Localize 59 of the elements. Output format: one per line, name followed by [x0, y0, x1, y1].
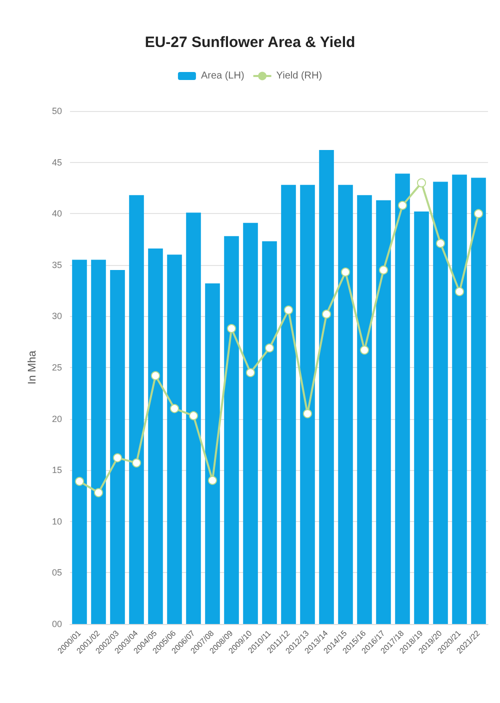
- point: [474, 209, 483, 218]
- chart-title: EU-27 Sunflower Area & Yield: [144, 34, 356, 51]
- bar: [224, 236, 239, 624]
- point: [360, 346, 369, 355]
- point: [436, 238, 445, 248]
- bar: [338, 184, 353, 624]
- point: [284, 306, 293, 315]
- point: [322, 310, 331, 319]
- bar: [319, 150, 334, 624]
- y-tick-label: 35: [52, 260, 62, 270]
- point: [265, 344, 274, 353]
- y-tick-label: 30: [52, 311, 62, 322]
- point: [398, 200, 407, 210]
- bar: [414, 212, 429, 624]
- bar: [91, 260, 106, 624]
- y-tick-label: 40: [52, 208, 62, 219]
- bar: [167, 254, 182, 624]
- bar: [452, 174, 467, 624]
- bar: [72, 260, 87, 624]
- y-tick-label: 50: [52, 106, 62, 116]
- y-tick-label: 05: [52, 568, 62, 578]
- bar: [281, 184, 296, 624]
- point: [227, 324, 236, 334]
- bar: [395, 174, 410, 624]
- point: [208, 476, 217, 485]
- bar: [357, 195, 372, 624]
- point: [75, 476, 84, 486]
- point: [417, 178, 426, 188]
- point: [151, 371, 160, 380]
- legend-label: Area (LH): [200, 70, 244, 82]
- point: [94, 488, 103, 498]
- bar: [148, 248, 163, 624]
- y-tick-label: 00: [52, 619, 62, 629]
- bar: [262, 241, 277, 624]
- point: [132, 458, 141, 468]
- point: [170, 404, 179, 414]
- bar: [205, 283, 220, 624]
- y-tick-label: 25: [52, 362, 62, 372]
- y-tick-label: 10: [52, 516, 62, 526]
- bar: [186, 212, 201, 624]
- y-axis-title: In Mha: [26, 350, 38, 384]
- bar: [300, 184, 315, 624]
- bar: [243, 222, 258, 624]
- point: [303, 409, 312, 418]
- point: [455, 287, 464, 296]
- point: [246, 368, 255, 378]
- bar: [129, 195, 144, 624]
- point: [341, 268, 350, 277]
- point: [189, 411, 198, 420]
- y-tick-label: 45: [52, 157, 62, 168]
- point: [379, 266, 388, 275]
- y-tick-label: 20: [52, 414, 62, 424]
- bar: [471, 178, 486, 624]
- bar: [433, 182, 448, 624]
- point: [113, 453, 122, 462]
- legend-label: Yield (RH): [276, 70, 322, 82]
- y-tick-label: 15: [52, 465, 62, 476]
- bar: [110, 270, 125, 624]
- bar: [376, 200, 391, 624]
